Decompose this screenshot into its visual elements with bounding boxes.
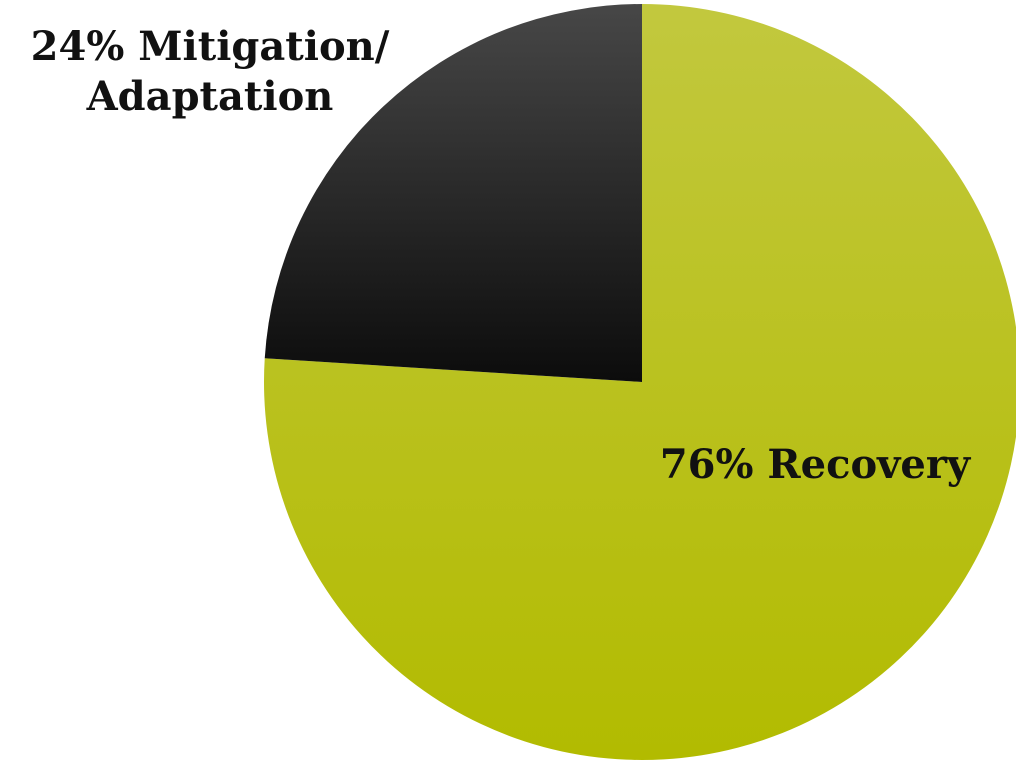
pie-labels: 76% Recovery 24% Mitigation/Adaptation (31, 23, 972, 488)
pie-slice-0 (264, 4, 1016, 760)
slice-label-1-line-0: 24% Mitigation/ (31, 23, 390, 70)
slice-label-1: 24% Mitigation/Adaptation (31, 23, 390, 120)
pie-slice-1 (264, 4, 642, 382)
slice-label-0: 76% Recovery (660, 441, 972, 488)
slice-label-0-line-0: 76% Recovery (660, 441, 972, 488)
slice-label-1-line-1: Adaptation (86, 73, 334, 120)
pie-slices (264, 4, 1016, 760)
